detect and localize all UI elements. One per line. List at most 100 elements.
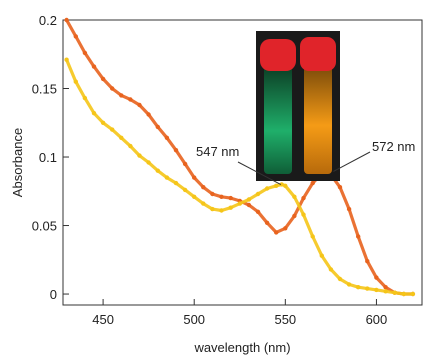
vial-left <box>264 66 292 174</box>
chart-annotations: 547 nm 572 nm <box>196 139 415 185</box>
data-point <box>246 202 252 208</box>
y-tick-label: 0.1 <box>39 150 57 165</box>
data-point <box>100 76 106 82</box>
data-point <box>219 194 224 199</box>
data-point <box>64 17 69 23</box>
data-point <box>237 201 242 206</box>
data-point <box>64 57 69 62</box>
vial-right <box>304 66 332 174</box>
data-point <box>91 111 97 116</box>
data-point <box>264 220 270 225</box>
data-point <box>365 286 370 291</box>
data-point <box>346 206 352 212</box>
y-tick-label: 0.05 <box>32 219 57 234</box>
data-point <box>173 148 179 153</box>
x-tick-label: 450 <box>92 312 114 327</box>
data-point <box>137 153 142 158</box>
series-line <box>64 58 415 296</box>
data-point <box>274 230 279 235</box>
chart-series <box>64 17 416 297</box>
y-tick-label: 0 <box>50 287 57 302</box>
data-point <box>356 234 361 239</box>
data-point <box>164 175 170 180</box>
data-point <box>365 259 370 264</box>
series-2 <box>64 57 416 297</box>
data-point <box>219 208 224 213</box>
data-point <box>173 180 179 186</box>
data-point <box>128 143 133 149</box>
data-point <box>182 161 188 167</box>
data-point <box>182 187 188 193</box>
data-point <box>283 183 288 188</box>
data-point <box>328 267 334 272</box>
vial-photo-inset <box>256 31 340 181</box>
data-point <box>228 205 233 210</box>
annotation-547: 547 nm <box>196 144 239 159</box>
data-point <box>82 50 88 56</box>
data-point <box>279 182 284 187</box>
data-point <box>383 285 388 290</box>
data-point <box>310 180 315 186</box>
series-1 <box>64 17 416 297</box>
data-point <box>337 185 343 190</box>
data-point <box>246 197 252 202</box>
data-point <box>374 287 379 293</box>
data-point <box>392 290 397 295</box>
data-point <box>201 185 206 190</box>
data-point <box>292 213 297 219</box>
x-tick-label: 500 <box>183 312 205 327</box>
data-point <box>310 234 315 239</box>
data-point <box>192 175 197 180</box>
annotation-572-leader <box>333 151 371 172</box>
data-point <box>82 95 88 101</box>
data-point <box>146 112 151 117</box>
data-point <box>155 124 160 130</box>
x-tick-label: 600 <box>366 312 388 327</box>
data-point <box>146 160 151 165</box>
data-point <box>110 86 115 91</box>
x-axis-label: wavelength (nm) <box>193 340 290 355</box>
vial-right-cap <box>300 37 336 71</box>
annotation-547-leader <box>237 161 282 185</box>
data-point <box>264 186 270 191</box>
chart-tick-labels: 450 500 550 600 0 0.05 0.1 0.15 0.2 <box>32 13 388 327</box>
data-point <box>337 276 343 282</box>
data-point <box>346 282 352 287</box>
y-tick-label: 0.15 <box>32 82 57 97</box>
data-point <box>210 206 215 212</box>
data-point <box>255 209 261 214</box>
x-tick-label: 550 <box>274 312 296 327</box>
data-point <box>401 291 406 297</box>
data-point <box>374 275 379 280</box>
data-point <box>119 93 124 98</box>
chart-axes <box>62 19 423 306</box>
data-point <box>119 135 124 140</box>
data-point <box>73 34 79 39</box>
data-point <box>91 64 97 69</box>
data-point <box>110 127 115 132</box>
y-axis-label: Absorbance <box>10 128 25 197</box>
data-point <box>73 79 79 84</box>
vial-left-cap <box>260 39 296 71</box>
data-point <box>210 191 215 197</box>
data-point <box>192 194 197 199</box>
y-tick-label: 0.2 <box>39 13 57 28</box>
data-point <box>301 195 306 201</box>
data-point <box>410 291 416 297</box>
data-point <box>255 191 261 197</box>
plot-frame <box>62 19 423 306</box>
data-point <box>292 194 297 199</box>
data-point <box>137 102 142 108</box>
data-point <box>155 168 160 173</box>
data-point <box>201 201 206 206</box>
data-point <box>100 120 106 126</box>
data-point <box>356 285 361 290</box>
data-point <box>319 253 324 258</box>
data-point <box>283 226 288 231</box>
data-point <box>164 135 170 140</box>
annotation-572: 572 nm <box>372 139 415 154</box>
data-point <box>301 212 306 217</box>
data-point <box>228 195 233 201</box>
data-point <box>128 97 133 102</box>
